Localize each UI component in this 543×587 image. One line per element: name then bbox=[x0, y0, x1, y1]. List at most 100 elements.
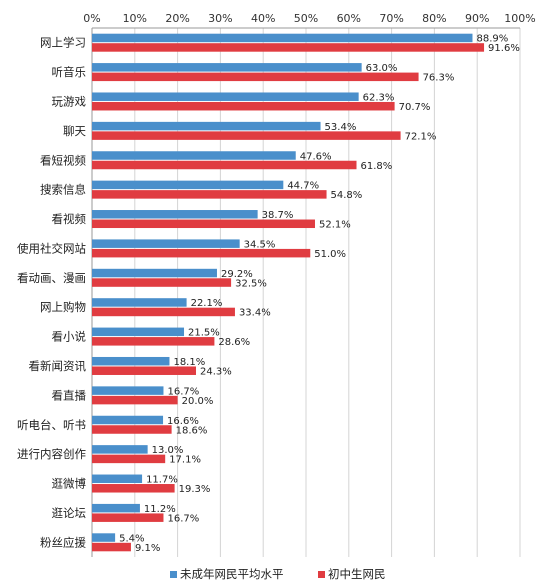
bar-average bbox=[92, 445, 148, 454]
category-label: 网上学习 bbox=[40, 36, 86, 50]
category-label: 聊天 bbox=[63, 124, 86, 138]
bar-junior-high bbox=[92, 454, 166, 464]
value-label: 29.2% bbox=[221, 269, 253, 280]
legend: 未成年网民平均水平 初中生网民 bbox=[170, 567, 386, 581]
legend-label: 初中生网民 bbox=[328, 567, 386, 581]
bar-average bbox=[92, 33, 473, 43]
x-tick-label: 20% bbox=[165, 12, 189, 25]
bars bbox=[92, 33, 485, 552]
category-label: 看短视频 bbox=[40, 153, 86, 167]
x-tick-label: 70% bbox=[379, 12, 403, 25]
bar-average bbox=[92, 356, 170, 366]
value-label: 47.6% bbox=[300, 151, 332, 162]
x-tick-label: 40% bbox=[251, 12, 275, 25]
value-label: 76.3% bbox=[423, 73, 455, 84]
bar-junior-high bbox=[92, 160, 357, 170]
bar-average bbox=[92, 533, 116, 542]
legend-swatch bbox=[170, 571, 177, 578]
bar-average bbox=[92, 151, 296, 160]
bar-junior-high bbox=[92, 366, 197, 375]
bar-junior-high bbox=[92, 131, 401, 140]
x-tick-label: 60% bbox=[337, 12, 361, 25]
x-axis-tick-labels: 0% 10% 20% 30% 40% 50% 60% 70% 80% 90% 100% bbox=[83, 12, 535, 25]
value-label: 54.8% bbox=[331, 190, 363, 201]
bar-average bbox=[92, 121, 321, 131]
category-label: 听音乐 bbox=[52, 65, 87, 79]
category-label: 看视频 bbox=[52, 212, 87, 226]
value-label: 38.7% bbox=[262, 210, 294, 221]
bar-junior-high bbox=[92, 72, 419, 82]
bar-junior-high bbox=[92, 337, 215, 346]
bar-average bbox=[92, 298, 187, 307]
bar-average bbox=[92, 92, 359, 101]
value-label: 18.6% bbox=[176, 425, 208, 436]
value-label: 24.3% bbox=[200, 366, 232, 377]
category-label: 看小说 bbox=[52, 330, 87, 344]
value-label: 20.0% bbox=[182, 396, 214, 407]
category-label: 粉丝应援 bbox=[40, 535, 86, 549]
bar-junior-high bbox=[92, 307, 235, 317]
value-label: 53.4% bbox=[325, 122, 357, 133]
bar-average bbox=[92, 474, 143, 484]
category-label: 看动画、漫画 bbox=[17, 271, 86, 285]
bar-average bbox=[92, 327, 185, 337]
bar-junior-high bbox=[92, 513, 164, 522]
bar-junior-high bbox=[92, 395, 178, 405]
bar-average bbox=[92, 210, 258, 219]
value-label: 11.2% bbox=[144, 504, 176, 515]
gridlines bbox=[91, 27, 521, 557]
bar-average bbox=[92, 268, 217, 278]
value-label: 52.1% bbox=[319, 220, 351, 231]
category-label: 逛微博 bbox=[52, 477, 87, 491]
bar-average bbox=[92, 180, 284, 190]
value-labels: 88.9%91.6% 63.0% 76.3% 62.3% 70.7% 53.4% 72.1%… bbox=[119, 34, 520, 554]
category-label: 使用社交网站 bbox=[17, 241, 86, 255]
value-label: 5.4% bbox=[119, 533, 144, 544]
category-label: 网上购物 bbox=[40, 300, 86, 314]
bar-average bbox=[92, 503, 140, 513]
category-label: 看直播 bbox=[52, 388, 87, 402]
value-label: 28.6% bbox=[218, 337, 250, 348]
x-tick-label: 30% bbox=[208, 12, 232, 25]
value-label: 16.7% bbox=[167, 513, 199, 524]
legend-label: 未成年网民平均水平 bbox=[180, 567, 284, 581]
bar-average bbox=[92, 386, 164, 395]
bar-junior-high bbox=[92, 219, 315, 229]
value-label: 16.6% bbox=[167, 416, 199, 427]
value-label: 34.5% bbox=[244, 239, 276, 250]
bar-average bbox=[92, 415, 164, 425]
category-label: 逛论坛 bbox=[52, 506, 87, 520]
bar-junior-high bbox=[92, 248, 311, 258]
value-label: 19.3% bbox=[179, 484, 211, 495]
value-label: 32.5% bbox=[235, 278, 267, 289]
value-label: 88.9% bbox=[476, 34, 508, 45]
category-label: 看新闻资讯 bbox=[29, 359, 87, 373]
bar-junior-high bbox=[92, 190, 327, 199]
value-label: 51.0% bbox=[314, 249, 346, 260]
value-label: 17.1% bbox=[169, 455, 201, 466]
value-label: 16.7% bbox=[167, 386, 199, 397]
category-label: 进行内容创作 bbox=[17, 447, 86, 461]
bar-junior-high bbox=[92, 484, 175, 493]
bar-average bbox=[92, 63, 362, 72]
value-label: 11.7% bbox=[146, 475, 178, 486]
x-tick-label: 80% bbox=[422, 12, 446, 25]
value-label: 18.1% bbox=[173, 357, 205, 368]
legend-swatch bbox=[318, 571, 325, 578]
value-label: 13.0% bbox=[152, 445, 184, 456]
category-label: 玩游戏 bbox=[52, 94, 87, 108]
value-label: 33.4% bbox=[239, 308, 271, 319]
value-label: 72.1% bbox=[405, 131, 437, 142]
value-label: 44.7% bbox=[287, 181, 319, 192]
value-label: 21.5% bbox=[188, 328, 220, 339]
value-label: 91.6% bbox=[488, 43, 520, 54]
bar-junior-high bbox=[92, 101, 395, 111]
bar-junior-high bbox=[92, 278, 232, 287]
category-label: 搜索信息 bbox=[40, 183, 86, 197]
x-tick-label: 0% bbox=[83, 12, 100, 25]
x-tick-label: 10% bbox=[123, 12, 147, 25]
value-label: 62.3% bbox=[363, 92, 395, 103]
x-tick-label: 100% bbox=[504, 12, 535, 25]
value-label: 61.8% bbox=[361, 161, 393, 172]
